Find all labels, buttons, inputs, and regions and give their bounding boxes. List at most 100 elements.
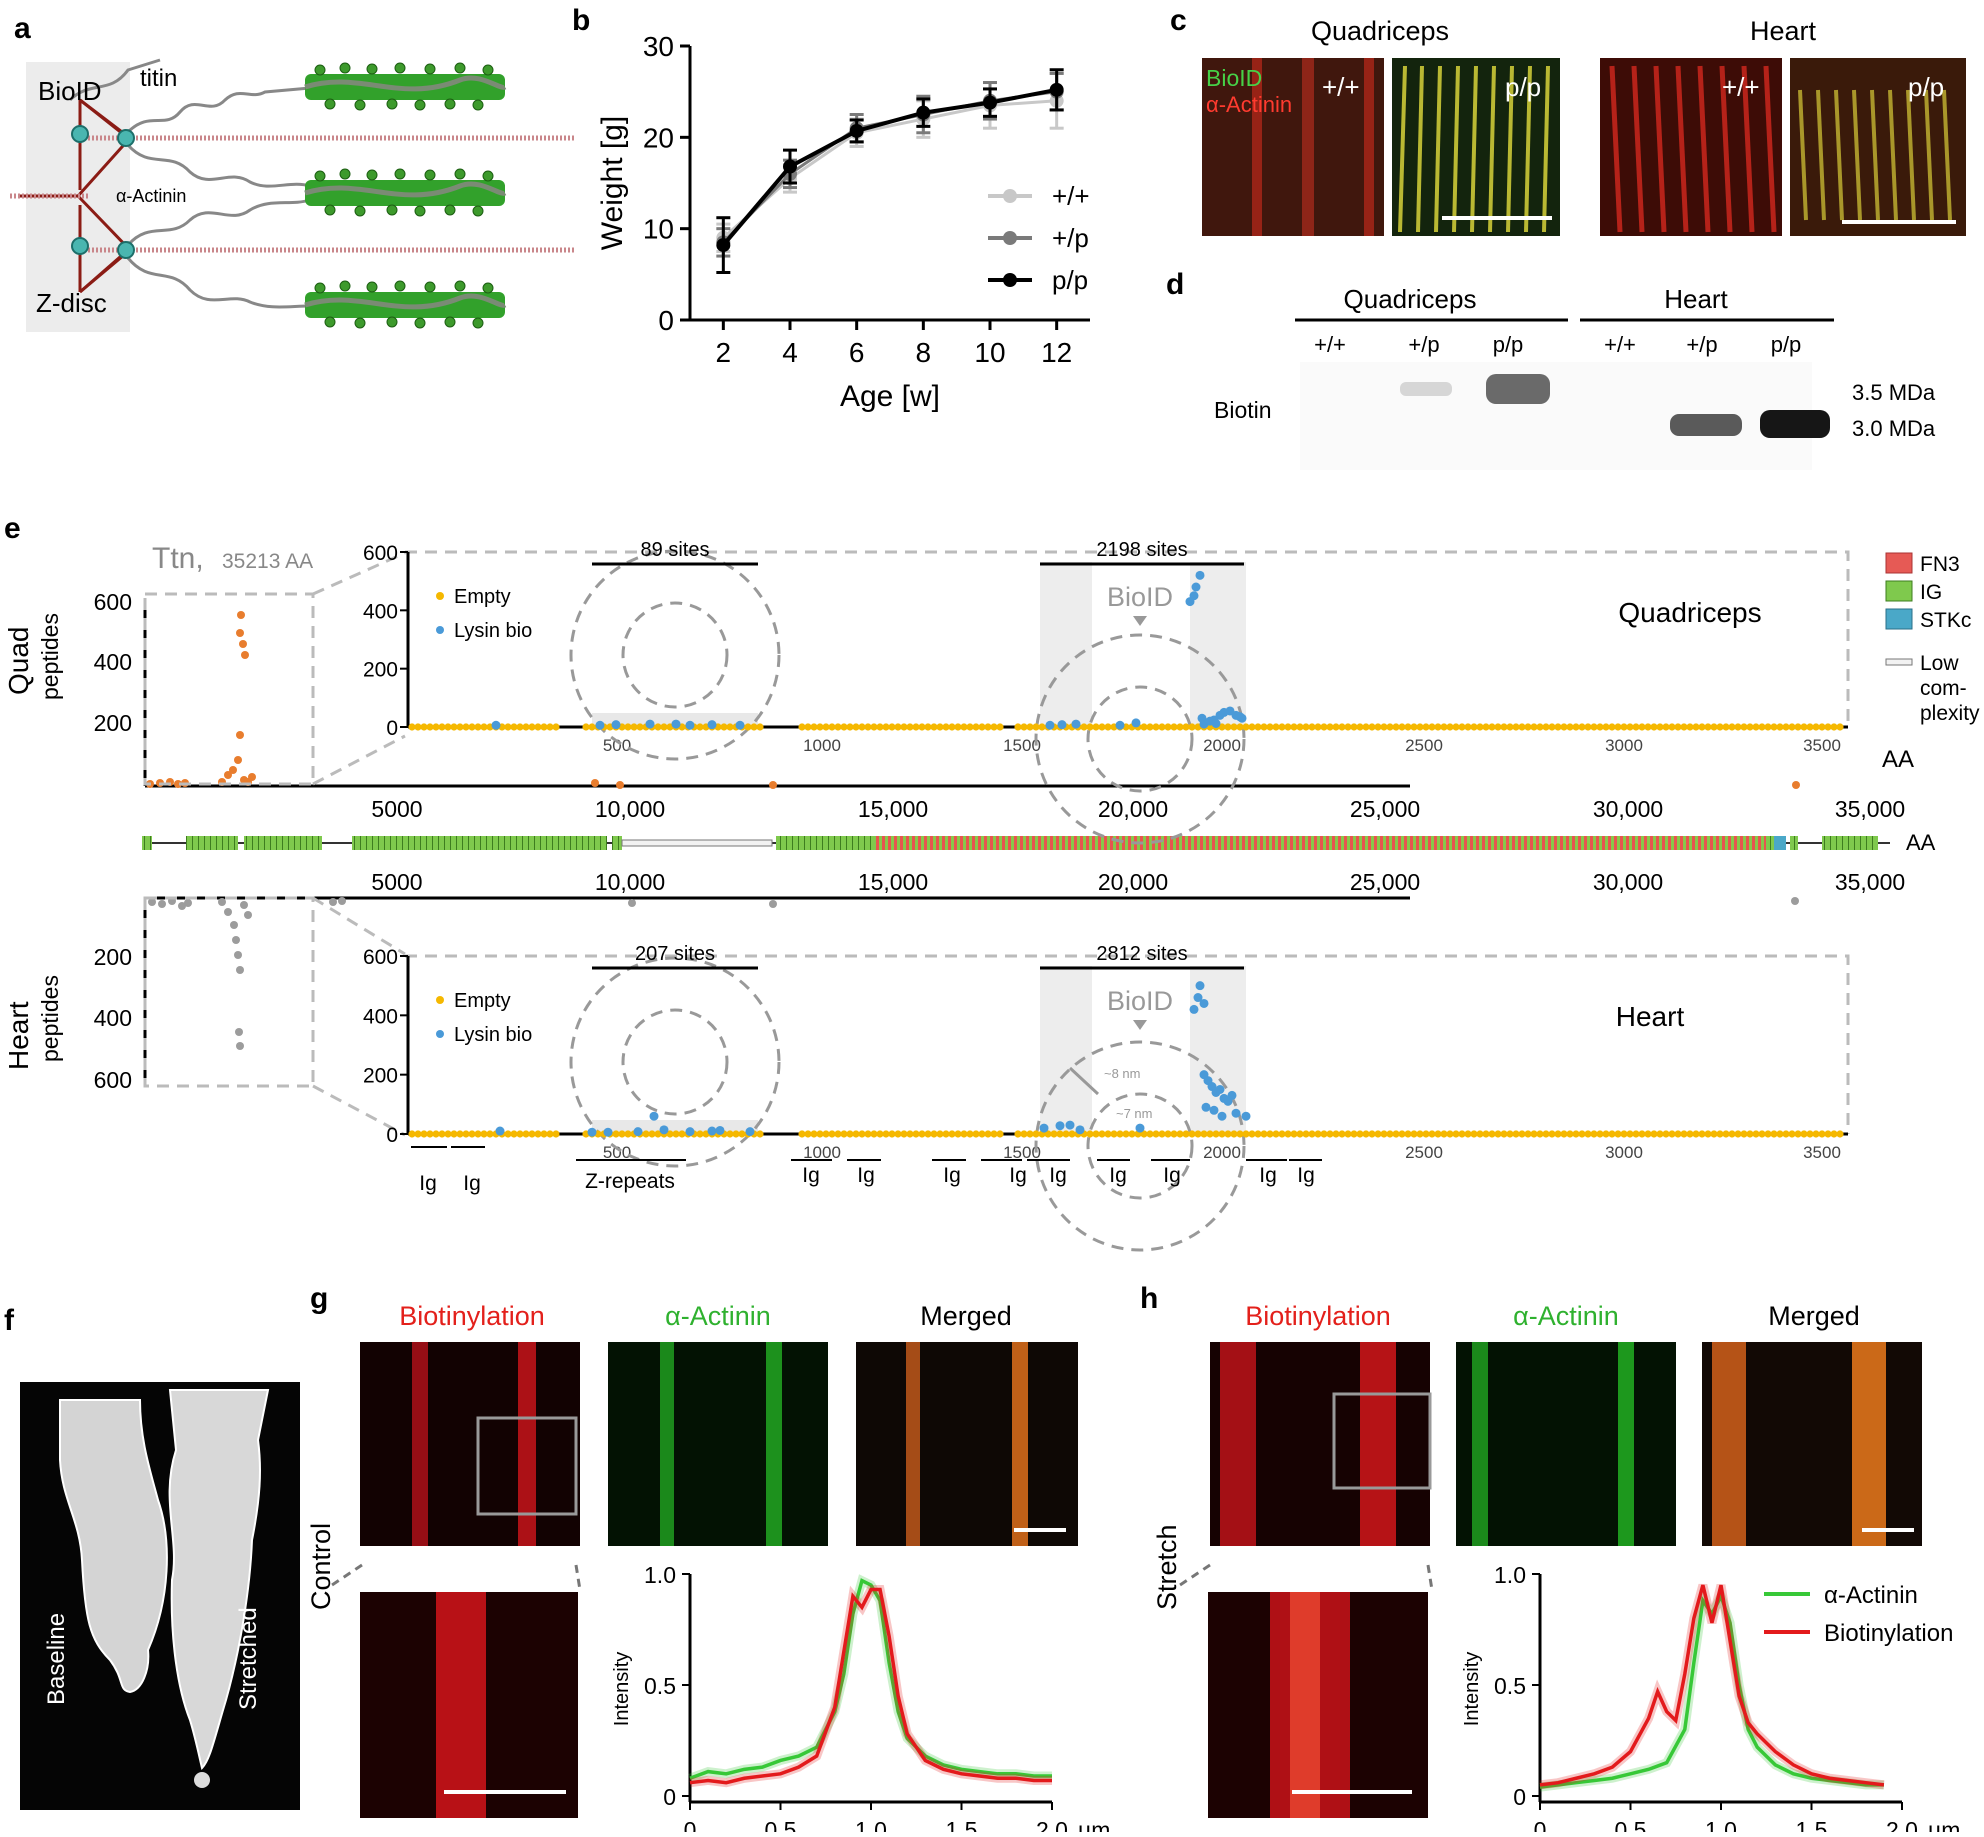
panel-h: h Biotinylation α-Actinin Merged Stretch	[1140, 1282, 1960, 1837]
empty-site	[1020, 723, 1028, 731]
empty-site	[450, 1130, 458, 1138]
empty-site	[1752, 723, 1760, 731]
empty-site	[1110, 1130, 1118, 1138]
tick: 10,000	[595, 869, 665, 895]
empty-site	[732, 1130, 740, 1138]
heart-full-peptides	[148, 897, 1799, 1050]
empty-site	[1536, 1130, 1544, 1138]
sites-right: 2812 sites	[1096, 943, 1187, 965]
empty-site	[1302, 723, 1310, 731]
empty-site	[1086, 723, 1094, 731]
empty-site	[444, 1130, 452, 1138]
empty-site	[1578, 723, 1586, 731]
genotype-pp: p/p	[1505, 72, 1541, 102]
panel-letter-g: g	[310, 1282, 328, 1315]
empty-site	[1458, 1130, 1466, 1138]
empty-site	[1434, 1130, 1442, 1138]
empty-site	[1740, 723, 1748, 731]
empty-site	[1830, 1130, 1838, 1138]
empty-site	[1734, 1130, 1742, 1138]
empty-site	[1212, 1130, 1220, 1138]
y-tick-label: 0	[663, 1784, 676, 1810]
empty-site	[1332, 1130, 1340, 1138]
empty-site	[1404, 723, 1412, 731]
tick: 20,000	[1098, 869, 1168, 895]
bioid-label: BioID	[1107, 986, 1173, 1016]
sites-left: 89 sites	[641, 539, 710, 561]
empty-site	[1056, 1130, 1064, 1138]
empty-site	[1656, 1130, 1664, 1138]
empty-site	[1170, 723, 1178, 731]
label-peptides-quad: peptides	[37, 613, 63, 700]
legend-label: +/+	[1052, 181, 1090, 211]
empty-site	[1644, 723, 1652, 731]
empty-site	[1146, 723, 1154, 731]
empty-site	[480, 1130, 488, 1138]
empty-site	[1302, 1130, 1310, 1138]
empty-site	[834, 1130, 842, 1138]
empty-site	[1278, 723, 1286, 731]
lysin-site	[1057, 720, 1067, 730]
empty-site	[1746, 723, 1754, 731]
empty-site	[1080, 723, 1088, 731]
empty-site	[798, 723, 806, 731]
image-biotinylation-stretch	[1210, 1342, 1432, 1546]
image-actinin-control	[608, 1342, 828, 1546]
empty-site	[1728, 723, 1736, 731]
empty-site	[1260, 1130, 1268, 1138]
micrograph-heart-pp: p/p	[1790, 58, 1966, 236]
lysin-site	[1215, 1085, 1225, 1094]
empty-site	[1758, 723, 1766, 731]
lane-label: +/+	[1314, 332, 1346, 357]
empty-site	[1542, 1130, 1550, 1138]
x-tick-label: 3000	[1605, 736, 1643, 755]
empty-site	[804, 1130, 812, 1138]
empty-site	[1248, 723, 1256, 731]
empty-site	[1656, 723, 1664, 731]
group-quadriceps: Quadriceps	[1344, 284, 1477, 314]
legend-ig: IG	[1920, 581, 1942, 604]
empty-site	[1692, 723, 1700, 731]
empty-site	[834, 723, 842, 731]
x-tick-label: 2.0	[1886, 1817, 1918, 1832]
empty-site	[1272, 1130, 1280, 1138]
empty-site	[1422, 723, 1430, 731]
empty-site	[1092, 723, 1100, 731]
empty-site	[1632, 723, 1640, 731]
empty-site	[864, 723, 872, 731]
weight-chart: 0 10 20 30 2 4 6 8 10 12 Age [w] Weight [g] +/+ +/p p/…	[596, 31, 1090, 413]
legend-label: α-Actinin	[1824, 1582, 1918, 1609]
ig-label: Ig	[943, 1164, 961, 1187]
empty-site	[1614, 1130, 1622, 1138]
empty-site	[1458, 723, 1466, 731]
empty-site	[1800, 723, 1808, 731]
empty-site	[948, 1130, 956, 1138]
empty-site	[426, 1130, 434, 1138]
lysin-site	[1189, 1004, 1199, 1014]
lysin-site	[1237, 713, 1247, 723]
lysin-site	[611, 720, 621, 730]
empty-site	[858, 1130, 866, 1138]
full-axis-top: 5000 10,000 15,000 20,000 25,000 30,000 …	[371, 796, 1905, 822]
empty-site	[1836, 1130, 1844, 1138]
empty-site	[534, 1130, 542, 1138]
image-actinin-stretch	[1456, 1342, 1676, 1546]
x-tick-label: 10	[974, 337, 1005, 368]
full-axis-bottom: 5000 10,000 15,000 20,000 25,000 30,000 …	[371, 869, 1905, 895]
empty-site	[1242, 723, 1250, 731]
empty-site	[1620, 723, 1628, 731]
data-point	[1049, 82, 1064, 97]
y-tick-label: 0	[1513, 1784, 1526, 1810]
col-actinin: α-Actinin	[665, 1301, 771, 1331]
empty-site	[1566, 723, 1574, 731]
lane-label: +/+	[1604, 332, 1636, 357]
label-titin: titin	[140, 65, 177, 92]
series-line	[721, 87, 1058, 247]
empty-site	[852, 1130, 860, 1138]
zoom-plot-quadriceps: 0 200 400 600 500 1000 1500 2000 2500 3000 3500 89 …	[363, 539, 1914, 845]
lysin-site	[707, 720, 717, 730]
empty-site	[1392, 1130, 1400, 1138]
legend-lysin: Lysin bio	[454, 1024, 532, 1046]
y-tick-label: 30	[643, 31, 674, 62]
range-circle-inner	[1086, 685, 1194, 793]
